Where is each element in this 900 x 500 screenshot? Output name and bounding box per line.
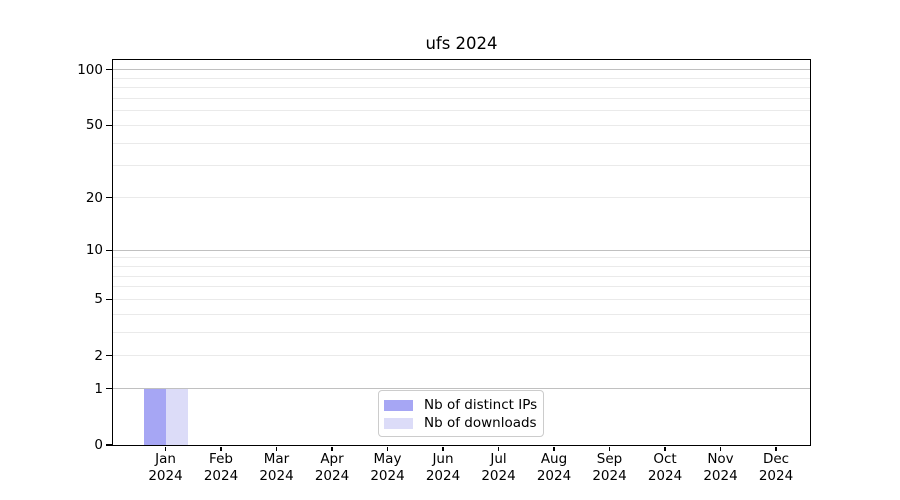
chart-title: ufs 2024 [425,34,498,53]
minor-gridline [113,331,810,333]
x-tick [386,446,389,451]
x-tick [220,446,222,451]
legend-label-downloads: Nb of downloads [424,415,537,431]
x-tick [442,446,444,451]
minor-gridline [113,110,810,112]
major-gridline [113,249,810,251]
minor-gridline [113,313,810,315]
x-tick-label: Jun 2024 [425,451,461,484]
x-tick-label: Mar 2024 [259,451,294,484]
minor-gridline [113,87,810,89]
y-tick [106,124,112,126]
x-tick [719,446,722,451]
bar [143,388,166,445]
minor-gridline [113,98,810,99]
minor-gridline [113,257,810,259]
minor-gridline [113,142,810,144]
minor-gridline [113,77,810,79]
minor-gridline [113,265,810,267]
legend-swatch-downloads [384,417,413,429]
y-tick [106,444,112,446]
legend-item: Nb of downloads [384,414,537,432]
y-tick-label: 10 [85,242,103,259]
legend-swatch-distinct-ips [384,399,413,411]
minor-gridline [113,197,810,198]
minor-gridline [113,286,810,288]
y-tick [106,249,112,251]
y-tick [106,355,112,357]
y-tick-label: 100 [77,61,103,78]
x-tick [775,446,777,451]
x-tick-label: Oct 2024 [647,451,683,484]
y-tick [106,298,112,300]
x-tick-label: May 2024 [370,451,405,484]
legend-label-distinct-ips: Nb of distinct IPs [424,397,538,413]
x-tick-label: Feb 2024 [203,451,239,484]
y-tick-label: 50 [85,117,103,134]
y-tick-label: 20 [85,189,103,206]
y-tick [106,388,112,390]
major-gridline [113,388,810,390]
minor-gridline [113,165,810,167]
x-tick-label: Dec 2024 [758,451,794,484]
minor-gridline [113,124,810,126]
x-tick-label: Sep 2024 [592,451,627,484]
x-tick-label: Nov 2024 [703,451,738,484]
minor-gridline [113,275,810,277]
y-tick-label: 1 [94,380,103,397]
x-tick [664,446,666,451]
legend-item: Nb of distinct IPs [384,396,537,414]
y-tick-label: 5 [94,291,103,308]
minor-gridline [113,355,810,357]
x-tick [497,446,500,451]
x-tick [164,446,167,451]
y-tick-label: 2 [94,347,103,364]
y-tick [106,69,112,71]
x-tick [331,446,333,451]
minor-gridline [113,298,810,300]
y-tick [106,196,112,199]
x-tick [275,446,278,451]
bar [165,388,188,445]
legend: Nb of distinct IPs Nb of downloads [378,390,544,437]
x-tick-label: Apr 2024 [314,451,350,484]
x-tick [553,446,555,451]
y-tick-label: 0 [94,437,103,453]
x-tick-label: Aug 2024 [536,451,572,484]
x-tick-label: Jul 2024 [481,451,516,484]
x-tick [608,446,611,451]
x-tick-label: Jan 2024 [148,451,183,484]
major-gridline [113,69,810,71]
